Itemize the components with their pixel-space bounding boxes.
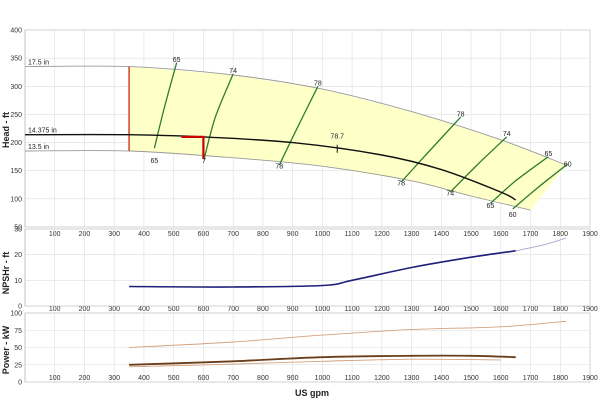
efficiency-contour-74 (203, 73, 234, 160)
head-y-tick-label: 250 (10, 112, 22, 119)
efficiency-label: 74 (229, 68, 237, 75)
diameter-label-operating_diameter: 14.375 in (28, 128, 57, 135)
power-x-tick-label: 600 (198, 375, 210, 382)
power-x-tick-label: 1300 (404, 375, 420, 382)
npshr-x-tick-label: 800 (257, 306, 269, 313)
npshr-panel: 100 200 300 400 500 600 700 800 900 1000 1100 1200 1… (14, 227, 598, 314)
efficiency-label: 78 (397, 181, 405, 188)
npshr-y-tick-label: 0 (18, 304, 22, 311)
power-curve-operating (129, 354, 516, 366)
efficiency-contour-60 (512, 163, 569, 210)
npshr-x-tick-label: 1900 (582, 306, 598, 313)
efficiency-label: 65 (544, 151, 552, 158)
power-curve-max (129, 320, 567, 348)
efficiency-contour-65 (153, 62, 178, 149)
efficiency-label: 78 (275, 164, 283, 171)
power-y-tick-label: 75 (14, 328, 22, 335)
efficiency-label: 78 (457, 111, 465, 118)
power-x-tick-label: 500 (168, 375, 180, 382)
min-diameter-curve (24, 150, 531, 211)
power-x-tick-label: 200 (79, 375, 91, 382)
power-x-tick-label: 1100 (345, 375, 360, 382)
head-y-tick-label: 50 (14, 225, 22, 232)
efficiency-contour-74 (449, 136, 508, 193)
duty-point-marker (181, 135, 205, 159)
efficiency-label: 60 (564, 161, 572, 168)
power-axis-title: Power - kW (1, 325, 11, 374)
npshr-y-tick-label: 10 (14, 278, 22, 285)
efficiency-label: 78 (314, 80, 322, 87)
efficiency-label: 74 (503, 131, 511, 138)
efficiency-contour-65 (489, 156, 549, 204)
efficiency-label: 7 (202, 158, 206, 165)
power-x-tick-label: 1400 (434, 375, 450, 382)
power-x-tick-label: 900 (287, 375, 299, 382)
power-x-tick-label: 300 (108, 375, 120, 382)
npshr-x-tick-label: 1600 (493, 306, 509, 313)
diameter-label-max_diameter: 17.5 in (28, 60, 49, 67)
power-x-tick-label: 400 (138, 375, 150, 382)
npshr-x-tick-label: 300 (108, 306, 120, 313)
npshr-x-tick-label: 200 (79, 306, 91, 313)
npshr-x-tick-label: 1800 (552, 306, 568, 313)
power-y-tick-label: 25 (14, 362, 22, 369)
head-y-tick-label: 150 (10, 168, 22, 175)
power-x-tick-label: 1700 (523, 375, 539, 382)
efficiency-label: 65 (150, 158, 158, 165)
efficiency-label: 60 (509, 212, 517, 219)
x-axis-title: US gpm (295, 388, 329, 398)
npshr-x-tick-label: 1300 (404, 306, 420, 313)
npshr-x-tick-label: 600 (198, 306, 210, 313)
npshr-x-tick-label: 1100 (345, 306, 360, 313)
npshr-curve-operating (129, 250, 516, 288)
head-panel: 100 200 300 400 500 600 700 800 900 1000 1100 1200 1… (10, 28, 598, 239)
npshr-x-tick-label: 1500 (463, 306, 479, 313)
npshr-y-tick-label: 30 (14, 227, 22, 234)
npshr-x-tick-label: 900 (287, 306, 299, 313)
npshr-x-tick-label: 1000 (315, 306, 331, 313)
efficiency-label: 65 (173, 57, 181, 64)
head-y-tick-label: 300 (10, 84, 22, 91)
power-x-tick-label: 700 (227, 375, 239, 382)
power-x-tick-label: 800 (257, 375, 269, 382)
diameter-label-min_diameter: 13.5 in (28, 144, 49, 151)
power-y-tick-label: 50 (14, 345, 22, 352)
efficiency-label: 65 (486, 203, 494, 210)
power-x-tick-label: 1000 (315, 375, 331, 382)
npshr-axis-title: NPSHr - ft (1, 252, 11, 295)
npshr-x-tick-label: 400 (138, 306, 150, 313)
power-y-tick-label: 0 (18, 380, 22, 387)
npshr-x-tick-label: 500 (168, 306, 180, 313)
npshr-curve-max (515, 237, 567, 252)
power-panel: 100 200 300 400 500 600 700 800 900 1000 1100 1200 1… (10, 311, 598, 387)
power-x-tick-label: 1600 (493, 375, 509, 382)
power-x-tick-label: 1900 (582, 375, 598, 382)
npshr-plot-frame (24, 228, 591, 307)
head-y-tick-label: 200 (10, 140, 22, 147)
head-y-tick-label: 100 (10, 196, 22, 203)
power-x-tick-label: 1200 (374, 375, 390, 382)
power-x-tick-label: 100 (49, 375, 61, 382)
efficiency-label: 78.7 (330, 133, 344, 140)
head-y-tick-label: 350 (10, 56, 22, 63)
efficiency-contour-78 (400, 116, 462, 183)
head-axis-title: Head - ft (1, 112, 11, 148)
head-y-tick-label: 400 (10, 28, 22, 35)
efficiency-contour-78 (278, 86, 319, 166)
npshr-x-tick-label: 1400 (434, 306, 450, 313)
npshr-x-tick-label: 700 (227, 306, 239, 313)
power-x-tick-label: 1500 (463, 375, 479, 382)
power-y-tick-label: 100 (10, 311, 22, 318)
operating-diameter-curve (24, 133, 517, 201)
npshr-x-tick-label: 1700 (523, 306, 539, 313)
power-x-tick-label: 1800 (552, 375, 568, 382)
efficiency-label: 74 (446, 191, 454, 198)
npshr-y-tick-label: 20 (14, 252, 22, 259)
power-curve-min (129, 358, 501, 368)
npshr-x-tick-label: 100 (49, 306, 61, 313)
npshr-x-tick-label: 1200 (374, 306, 390, 313)
